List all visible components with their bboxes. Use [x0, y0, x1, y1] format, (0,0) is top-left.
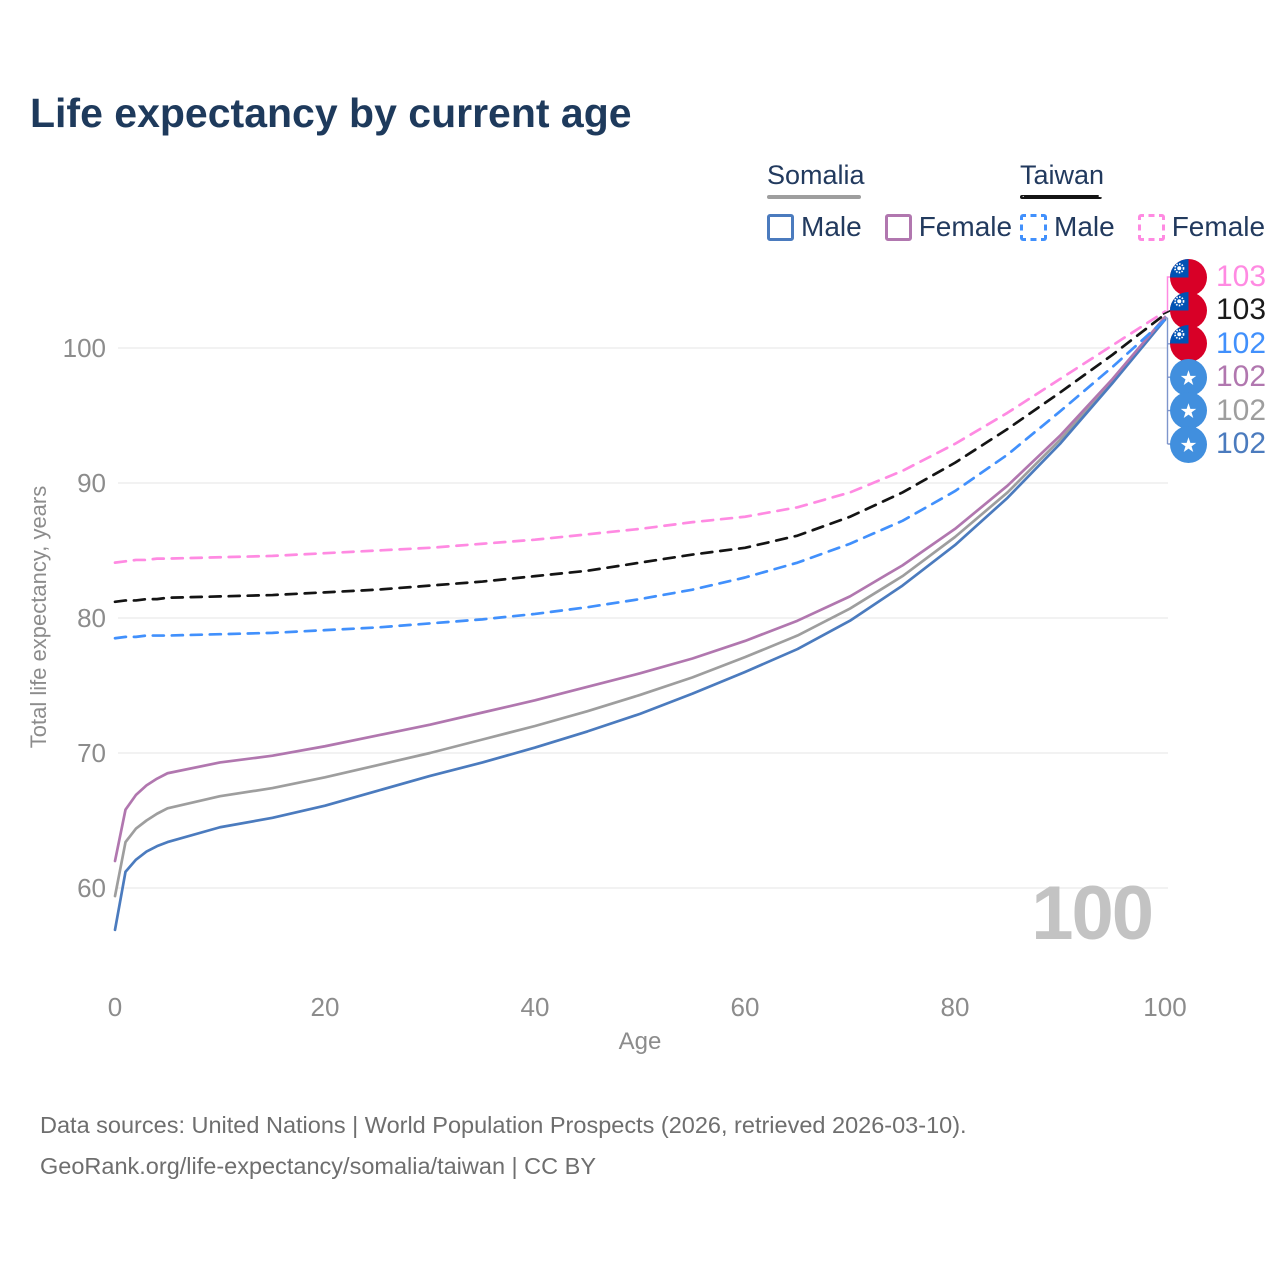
x-tick-label: 0 — [108, 992, 122, 1022]
taiwan-flag-icon — [1170, 258, 1207, 296]
taiwan-female-swatch-icon[interactable] — [1137, 213, 1165, 241]
legend-item-taiwan-male[interactable]: Male — [1020, 211, 1115, 243]
legend-items-somalia: Male Female — [767, 211, 1012, 243]
legend-label[interactable]: Male — [1054, 211, 1115, 242]
end-label-value: 102 — [1216, 427, 1267, 460]
y-tick-label: 80 — [77, 603, 106, 633]
age-watermark: 100 — [1031, 871, 1154, 956]
x-tick-label: 40 — [521, 992, 550, 1022]
legend-item-taiwan-female[interactable]: Female — [1137, 211, 1266, 243]
legend-underline-taiwan-dashed — [1020, 195, 1102, 199]
legend-label[interactable]: Female — [918, 211, 1013, 242]
end-label-value: 103 — [1216, 293, 1267, 327]
end-label-row-somalia-all: 102 — [1170, 392, 1267, 430]
somalia-flag-icon — [1170, 425, 1207, 463]
legend-items-taiwan: Male Female — [1020, 211, 1265, 243]
legend-group-taiwan: Taiwan Male Female — [1020, 160, 1265, 243]
taiwan-flag-icon — [1170, 291, 1207, 329]
legend-group-somalia: Somalia Male Female — [767, 160, 1012, 243]
series-line-somalia-female — [113, 315, 1167, 863]
taiwan-male-swatch-icon[interactable] — [1020, 213, 1047, 241]
legend-country-taiwan[interactable]: Taiwan — [1020, 160, 1105, 190]
series-line-somalia-all — [113, 316, 1167, 898]
somalia-flag-icon — [1170, 392, 1207, 430]
end-label-value: 102 — [1216, 393, 1267, 427]
legend-country-somalia[interactable]: Somalia — [767, 160, 865, 190]
taiwan-flag-icon — [1170, 325, 1207, 363]
page-title: Life expectancy by current age — [30, 90, 632, 136]
somalia-male-swatch-icon[interactable] — [767, 213, 794, 241]
y-tick-label: 70 — [77, 738, 106, 768]
x-tick-label: 20 — [311, 992, 340, 1022]
end-label-row-somalia-female: 102 — [1170, 358, 1267, 396]
y-tick-label: 90 — [77, 468, 106, 498]
end-label-row-somalia-male: 102 — [1170, 425, 1267, 463]
series-line-taiwan-male — [113, 318, 1167, 640]
end-label-value: 103 — [1216, 260, 1267, 293]
series-line-taiwan-all — [113, 312, 1167, 604]
end-label-value: 102 — [1216, 360, 1267, 394]
legend-label[interactable]: Female — [1171, 211, 1266, 242]
y-tick-label: 100 — [63, 333, 106, 363]
end-label-row-taiwan-all: 103 — [1170, 291, 1267, 329]
x-tick-label: 60 — [731, 992, 760, 1022]
footer-data-sources: Data sources: United Nations | World Pop… — [40, 1112, 967, 1138]
legend-item-somalia-male[interactable]: Male — [767, 211, 862, 243]
legend-item-somalia-female[interactable]: Female — [884, 211, 1013, 243]
y-tick-label: 60 — [77, 873, 106, 903]
x-axis-title: Age — [619, 1028, 662, 1055]
connector-taiwan-all — [1162, 309, 1172, 315]
end-label-row-taiwan-female: 103 — [1170, 258, 1267, 296]
y-axis-title: Total life expectancy, years — [26, 486, 51, 749]
footer: Data sources: United Nations | World Pop… — [40, 1105, 967, 1187]
legend-underline-somalia-solid — [767, 195, 861, 199]
x-tick-label: 80 — [941, 992, 970, 1022]
connector-bracket — [1164, 316, 1171, 445]
x-tick-label: 100 — [1143, 992, 1186, 1022]
somalia-flag-icon — [1170, 358, 1207, 396]
series-line-taiwan-female — [113, 310, 1167, 565]
legend-label[interactable]: Male — [801, 211, 862, 242]
somalia-female-swatch-icon[interactable] — [884, 213, 912, 241]
end-label-value: 102 — [1216, 326, 1267, 360]
series-line-somalia-male — [113, 318, 1167, 932]
footer-attribution: GeoRank.org/life-expectancy/somalia/taiw… — [40, 1153, 596, 1179]
end-label-row-taiwan-male: 102 — [1170, 325, 1267, 363]
connector-taiwan-female — [1165, 276, 1171, 313]
